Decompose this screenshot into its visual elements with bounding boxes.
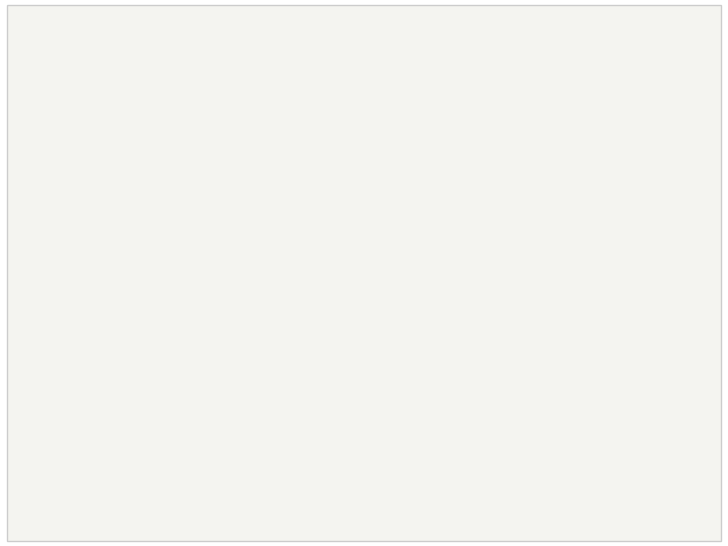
- Text: 1970: 1970: [165, 381, 195, 394]
- Bar: [73, 335, 706, 355]
- Text: 0,57: 0,57: [376, 381, 403, 394]
- Text: -0,67: -0,67: [374, 422, 405, 435]
- Text: Fonte:: Fonte:: [95, 478, 135, 488]
- Text: 2000: 2000: [166, 443, 195, 456]
- Text: Urbana: Urbana: [568, 315, 617, 328]
- Text: 1991: 1991: [165, 422, 196, 435]
- Bar: [73, 397, 706, 418]
- Bar: [73, 308, 706, 335]
- Bar: [73, 418, 706, 439]
- Text: 1,55: 1,55: [376, 360, 403, 372]
- Bar: [73, 278, 706, 308]
- Text: ☑: ☑: [76, 478, 86, 488]
- Text: 1960: 1960: [165, 360, 195, 372]
- Bar: [73, 439, 706, 460]
- Text: 3,91: 3,91: [579, 339, 605, 352]
- Text: IBGE: IBGE: [333, 130, 472, 182]
- Text: Instituto Brasileiro de Geografia e Estatística: Instituto Brasileiro de Geografia e Esta…: [285, 182, 519, 193]
- Text: 2,47: 2,47: [579, 443, 605, 456]
- Text: Rural: Rural: [372, 315, 407, 328]
- Text: 5,22: 5,22: [579, 381, 605, 394]
- Bar: [73, 355, 706, 377]
- Text: -0,62: -0,62: [374, 401, 405, 414]
- Text: Estatísticas do Século XX. Rio d: Estatísticas do Século XX. Rio d: [485, 478, 660, 488]
- Text: ▲: ▲: [695, 341, 701, 349]
- Text: -1,31: -1,31: [374, 443, 405, 456]
- Text: 2,97: 2,97: [579, 422, 605, 435]
- Text: IBGE, Censo demográfico 1950/2000. Até 1991, tabela extraída de:: IBGE, Censo demográfico 1950/2000. Até 1…: [130, 478, 505, 489]
- Text: 5,15: 5,15: [579, 360, 605, 372]
- Text: 1980: 1980: [165, 401, 195, 414]
- Bar: [73, 377, 706, 397]
- Text: Período: Período: [155, 315, 206, 328]
- Text: 1,6: 1,6: [380, 339, 399, 352]
- Text: Janeiro, IBGE : 2007  no Anuário Estatístico do Brasil 1996. Rio de Janeiro : IB: Janeiro, IBGE : 2007 no Anuário Estatíst…: [95, 510, 622, 520]
- Text: 1950: 1950: [165, 339, 195, 352]
- Text: Taxa de crescimento anual da população: Taxa de crescimento anual da população: [247, 287, 532, 300]
- Bar: [690, 335, 706, 355]
- Text: 4,44: 4,44: [579, 401, 605, 414]
